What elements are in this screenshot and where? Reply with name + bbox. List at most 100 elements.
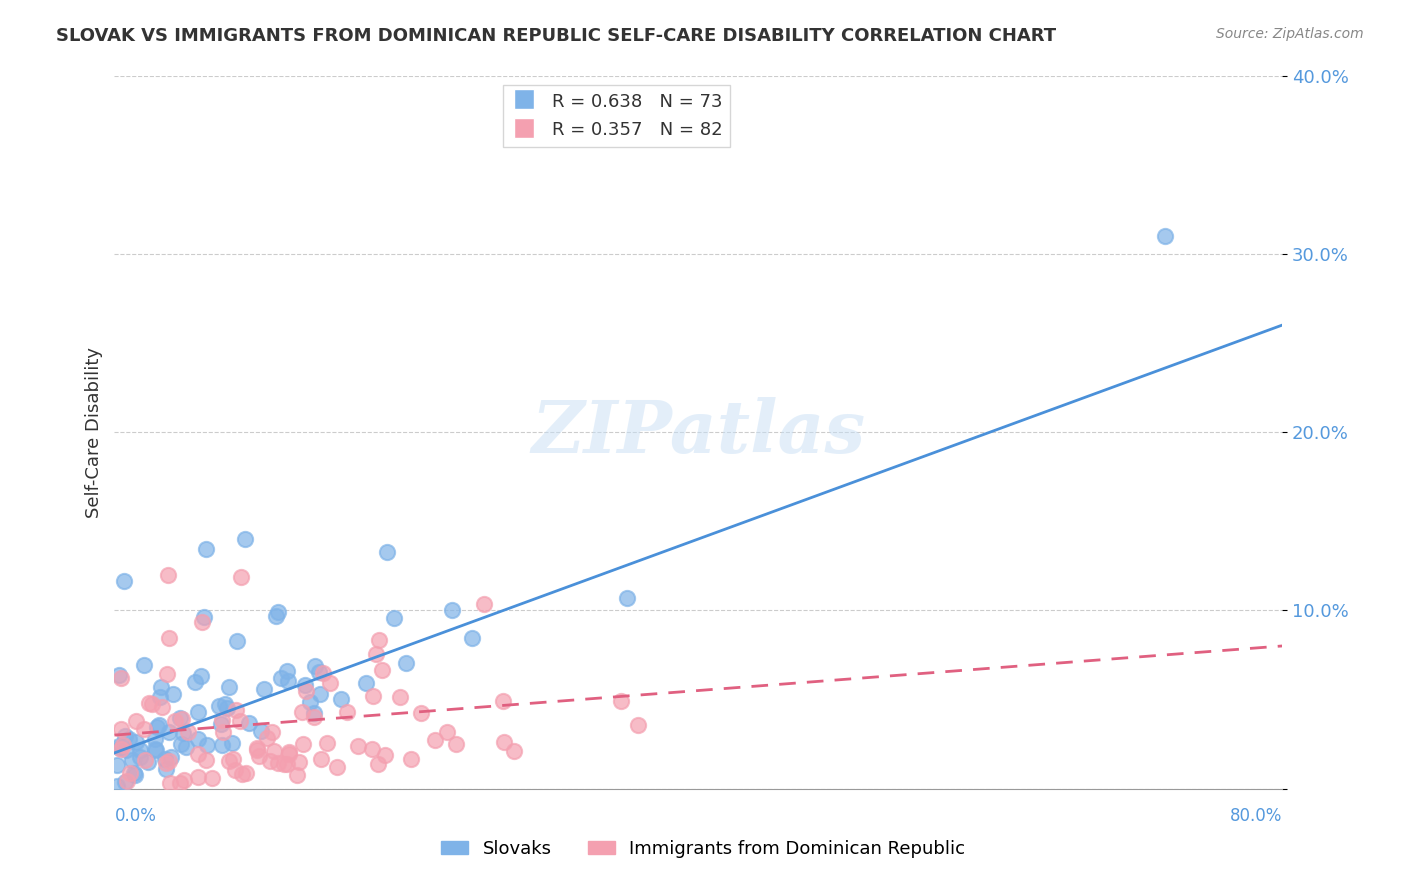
Point (110, 742, 132, 756)
Point (472, 597, 495, 611)
Point (153, 752, 176, 766)
Point (382, 611, 405, 625)
Point (298, 695, 321, 709)
Point (155, 756, 177, 770)
Point (247, 748, 270, 763)
Legend: R = 0.638   N = 73, R = 0.357   N = 82: R = 0.638 N = 73, R = 0.357 N = 82 (503, 85, 730, 146)
Point (267, 606, 290, 620)
Text: 0.0%: 0.0% (114, 806, 156, 825)
Point (347, 739, 370, 754)
Point (187, 747, 209, 761)
Point (388, 690, 411, 705)
Legend: Slovaks, Immigrants from Dominican Republic: Slovaks, Immigrants from Dominican Repub… (433, 833, 973, 865)
Point (105, 779, 128, 793)
Point (134, 658, 156, 673)
Point (395, 656, 418, 670)
Point (235, 765, 257, 780)
Point (136, 756, 159, 770)
Point (409, 706, 432, 721)
Point (211, 739, 233, 753)
Point (150, 681, 173, 695)
Point (150, 700, 173, 714)
Point (124, 768, 146, 782)
Point (253, 682, 276, 697)
Point (273, 757, 295, 772)
Point (170, 737, 193, 751)
Point (187, 705, 209, 719)
Point (224, 764, 246, 778)
Point (287, 755, 309, 769)
Point (250, 724, 273, 739)
Point (157, 631, 180, 645)
Point (187, 731, 209, 746)
Point (177, 725, 200, 739)
Point (278, 745, 301, 759)
Text: Source: ZipAtlas.com: Source: ZipAtlas.com (1216, 27, 1364, 41)
Point (399, 752, 422, 766)
Point (145, 742, 167, 756)
Point (157, 725, 180, 739)
Point (312, 665, 335, 680)
Point (610, 694, 633, 708)
Point (200, 771, 222, 785)
Point (228, 714, 250, 728)
Point (616, 591, 638, 605)
Point (218, 754, 240, 768)
Text: ZIPatlas: ZIPatlas (531, 397, 865, 467)
Point (492, 735, 515, 749)
Point (309, 751, 332, 765)
Point (112, 574, 135, 589)
Point (157, 754, 180, 768)
Point (125, 714, 148, 728)
Point (108, 739, 131, 753)
Point (184, 675, 207, 690)
Point (264, 609, 287, 624)
Point (440, 602, 463, 616)
Point (215, 701, 238, 715)
Text: 80.0%: 80.0% (1230, 806, 1282, 825)
Point (115, 774, 138, 789)
Point (121, 753, 143, 767)
Point (309, 687, 332, 701)
Point (138, 696, 160, 710)
Point (129, 743, 152, 757)
Point (246, 741, 269, 756)
Point (218, 680, 240, 694)
Point (173, 772, 195, 787)
Y-axis label: Self-Care Disability: Self-Care Disability (86, 347, 103, 517)
Point (134, 753, 156, 767)
Point (163, 714, 186, 728)
Point (285, 768, 308, 782)
Point (194, 541, 217, 556)
Point (367, 632, 389, 647)
Point (325, 759, 347, 773)
Point (115, 743, 138, 757)
Point (308, 665, 330, 679)
Point (221, 736, 243, 750)
Point (502, 744, 524, 758)
Point (627, 718, 650, 732)
Point (302, 710, 325, 724)
Point (195, 753, 218, 767)
Point (256, 731, 278, 745)
Point (444, 737, 467, 751)
Point (169, 711, 191, 725)
Point (112, 738, 135, 752)
Point (170, 712, 193, 726)
Point (330, 692, 353, 706)
Point (270, 671, 292, 685)
Point (225, 703, 247, 717)
Point (367, 757, 389, 772)
Point (190, 668, 212, 682)
Point (195, 739, 218, 753)
Point (191, 615, 214, 629)
Point (260, 725, 283, 739)
Point (114, 775, 136, 789)
Point (129, 750, 152, 764)
Point (211, 725, 233, 739)
Point (292, 737, 315, 751)
Point (209, 717, 232, 731)
Point (222, 752, 245, 766)
Point (141, 698, 163, 712)
Point (125, 735, 148, 749)
